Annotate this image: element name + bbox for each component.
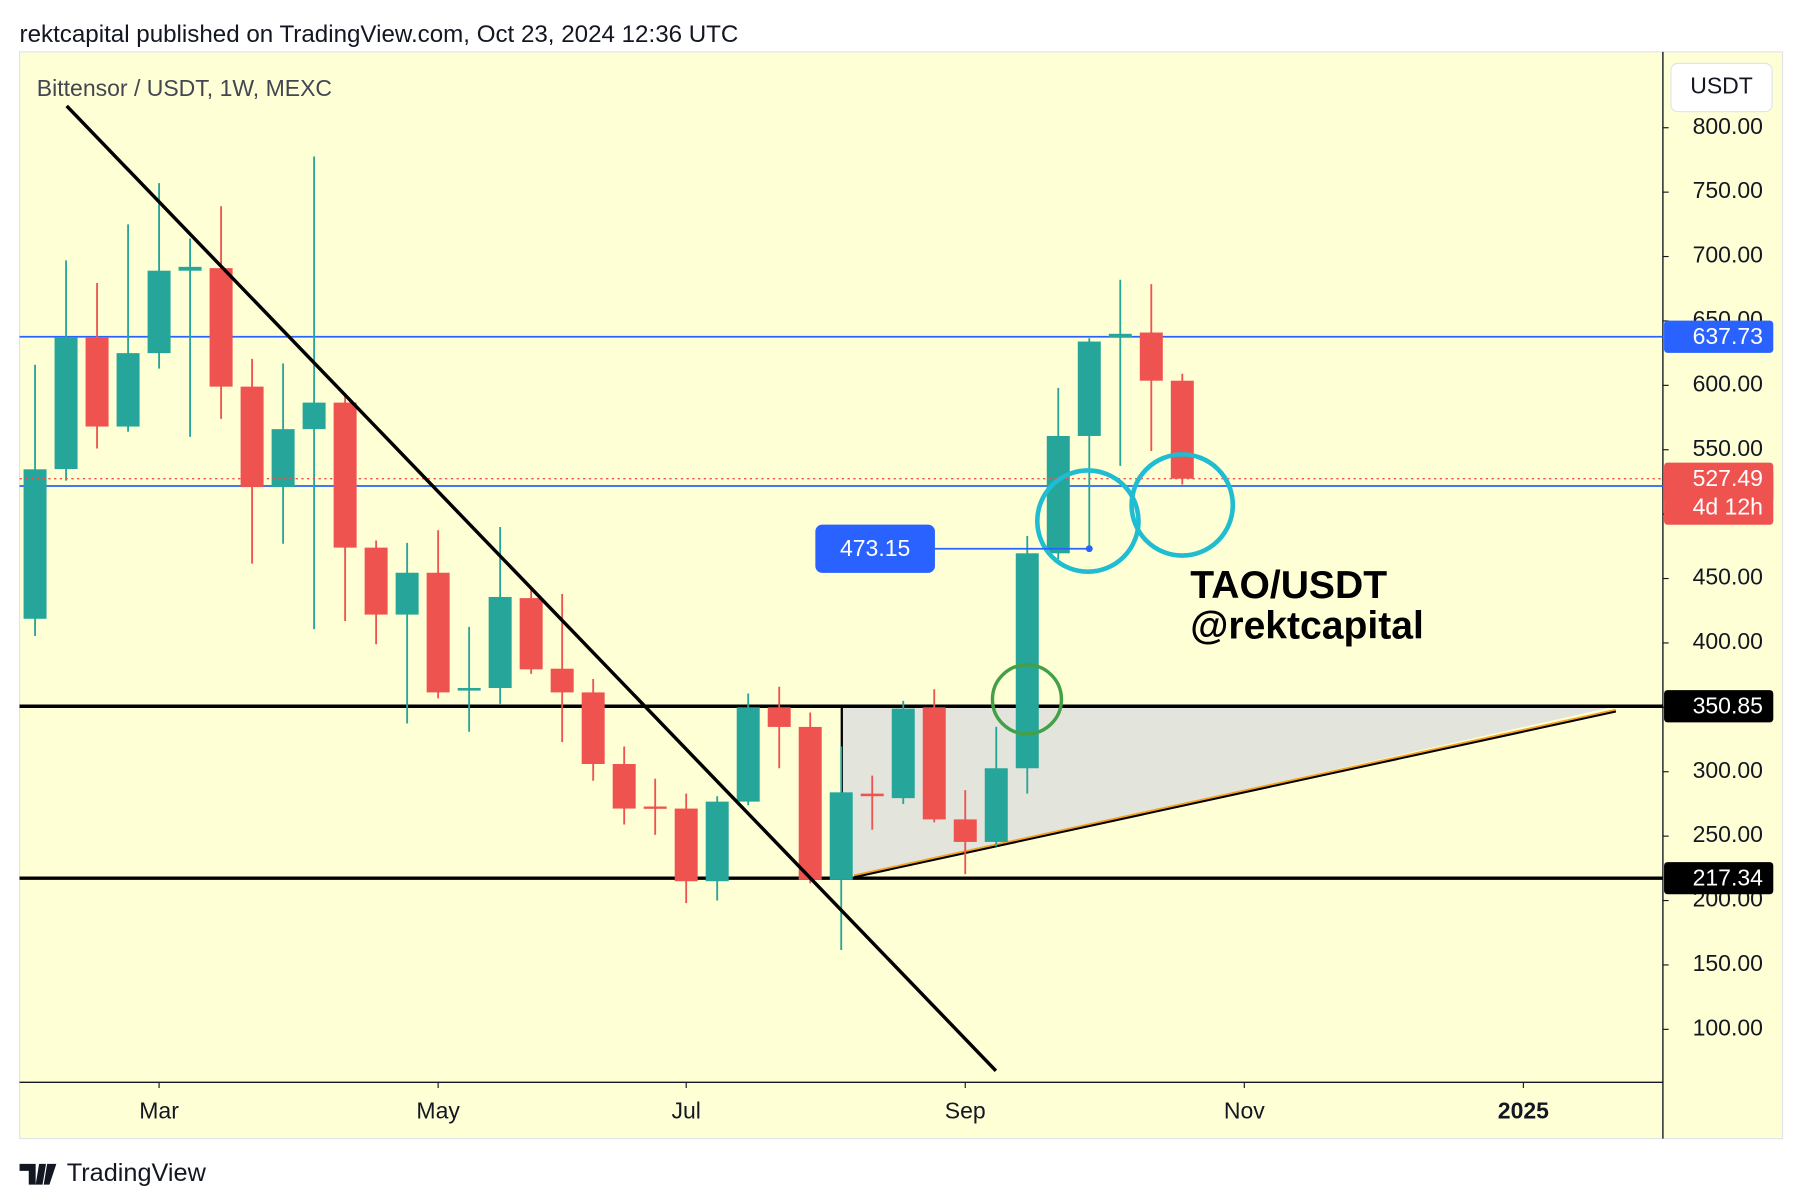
publish-header: rektcapital published on TradingView.com… [20,21,739,48]
candle-body [674,808,698,882]
candle-body [147,270,171,354]
price-line-label-box [1664,862,1774,895]
candle-body [178,266,202,271]
breakout-circle [990,663,1064,736]
falling-trendline [65,104,998,1072]
countdown-label: 4d 12h [1693,494,1763,520]
y-tick-label: 450.00 [1693,564,1763,590]
candle-body [922,707,946,820]
candle-body [1108,333,1132,338]
y-tick-label: 150.00 [1693,950,1763,976]
drawings-front: TAO/USDT @rektcapital 473.15 [65,104,1424,1072]
price-line-label: 350.85 [1693,692,1763,718]
candle-body [984,768,1008,842]
low-marker-dot [1085,545,1093,553]
y-tick-label: 550.00 [1693,435,1763,461]
rising-trendline-accent [854,708,1616,877]
logo-icon [19,1163,57,1185]
low-marker-box [815,524,935,573]
candle-body [953,819,977,842]
y-tick-label: 400.00 [1693,628,1763,654]
candle-body [271,429,295,488]
retest-circle [1034,468,1141,574]
chart-title: Bittensor / USDT, 1W, MEXC [37,75,332,101]
candle-body [643,806,667,809]
x-tick-label: May [416,1097,460,1123]
y-tick-label: 600.00 [1693,370,1763,396]
chart-pane [18,51,1784,1140]
series-layer [19,156,1663,950]
candle-body [891,708,915,799]
candle-body [116,353,140,427]
annotation-text: TAO/USDT [1190,564,1387,607]
candle-body [860,793,884,797]
candle-body [209,268,233,387]
candle-body [550,668,574,693]
x-tick-label: Sep [945,1097,986,1123]
x-tick-label: 2025 [1498,1097,1549,1123]
candle-body [395,572,419,615]
price-line-label: 217.34 [1693,864,1764,890]
currency-button[interactable] [1670,62,1773,113]
candle-body [488,596,512,689]
candle-body [612,764,636,809]
candle-body [85,337,109,427]
candle-body [302,402,326,430]
retest-circle [1129,452,1236,558]
candle-body [1139,332,1163,381]
y-tick-label: 800.00 [1693,113,1763,139]
candle-body [767,707,791,727]
candle-body [1170,380,1194,479]
last-price-label: 527.49 [1693,465,1763,491]
y-tick-label: 700.00 [1693,242,1763,268]
candle-body [333,402,357,548]
candle-body [1077,341,1101,436]
y-tick-label: 300.00 [1693,757,1763,783]
x-tick-label: Mar [139,1097,179,1123]
brand-logo: TradingView [19,1159,207,1187]
annotation-text: @rektcapital [1190,604,1424,647]
price-line-label-box [1664,320,1774,353]
candle-body [519,598,543,670]
candle-body [736,707,760,802]
price-line-label-box [1664,690,1774,723]
currency-label[interactable]: USDT [1690,73,1753,99]
candle-body [581,692,605,765]
candle-body [23,469,47,619]
candle-body [705,801,729,882]
candle-body [1046,435,1070,554]
candle-body [829,792,853,880]
candle-body [364,547,388,615]
y-tick-label: 750.00 [1693,177,1763,203]
y-tick-label: 250.00 [1693,821,1763,847]
candle-body [1015,553,1039,769]
low-marker-label: 473.15 [840,535,910,561]
candle-body [54,337,78,470]
candle-body [240,386,264,488]
brand-name: TradingView [67,1159,207,1187]
candle-body [426,572,450,693]
x-tick-label: Jul [671,1097,700,1123]
y-tick-label: 100.00 [1693,1014,1763,1040]
price-line-label: 637.73 [1693,323,1763,349]
rising-trendline [854,709,1617,879]
last-price-box [1664,462,1774,525]
candle-body [798,726,822,880]
candle-body [457,688,481,691]
x-tick-label: Nov [1224,1097,1265,1123]
